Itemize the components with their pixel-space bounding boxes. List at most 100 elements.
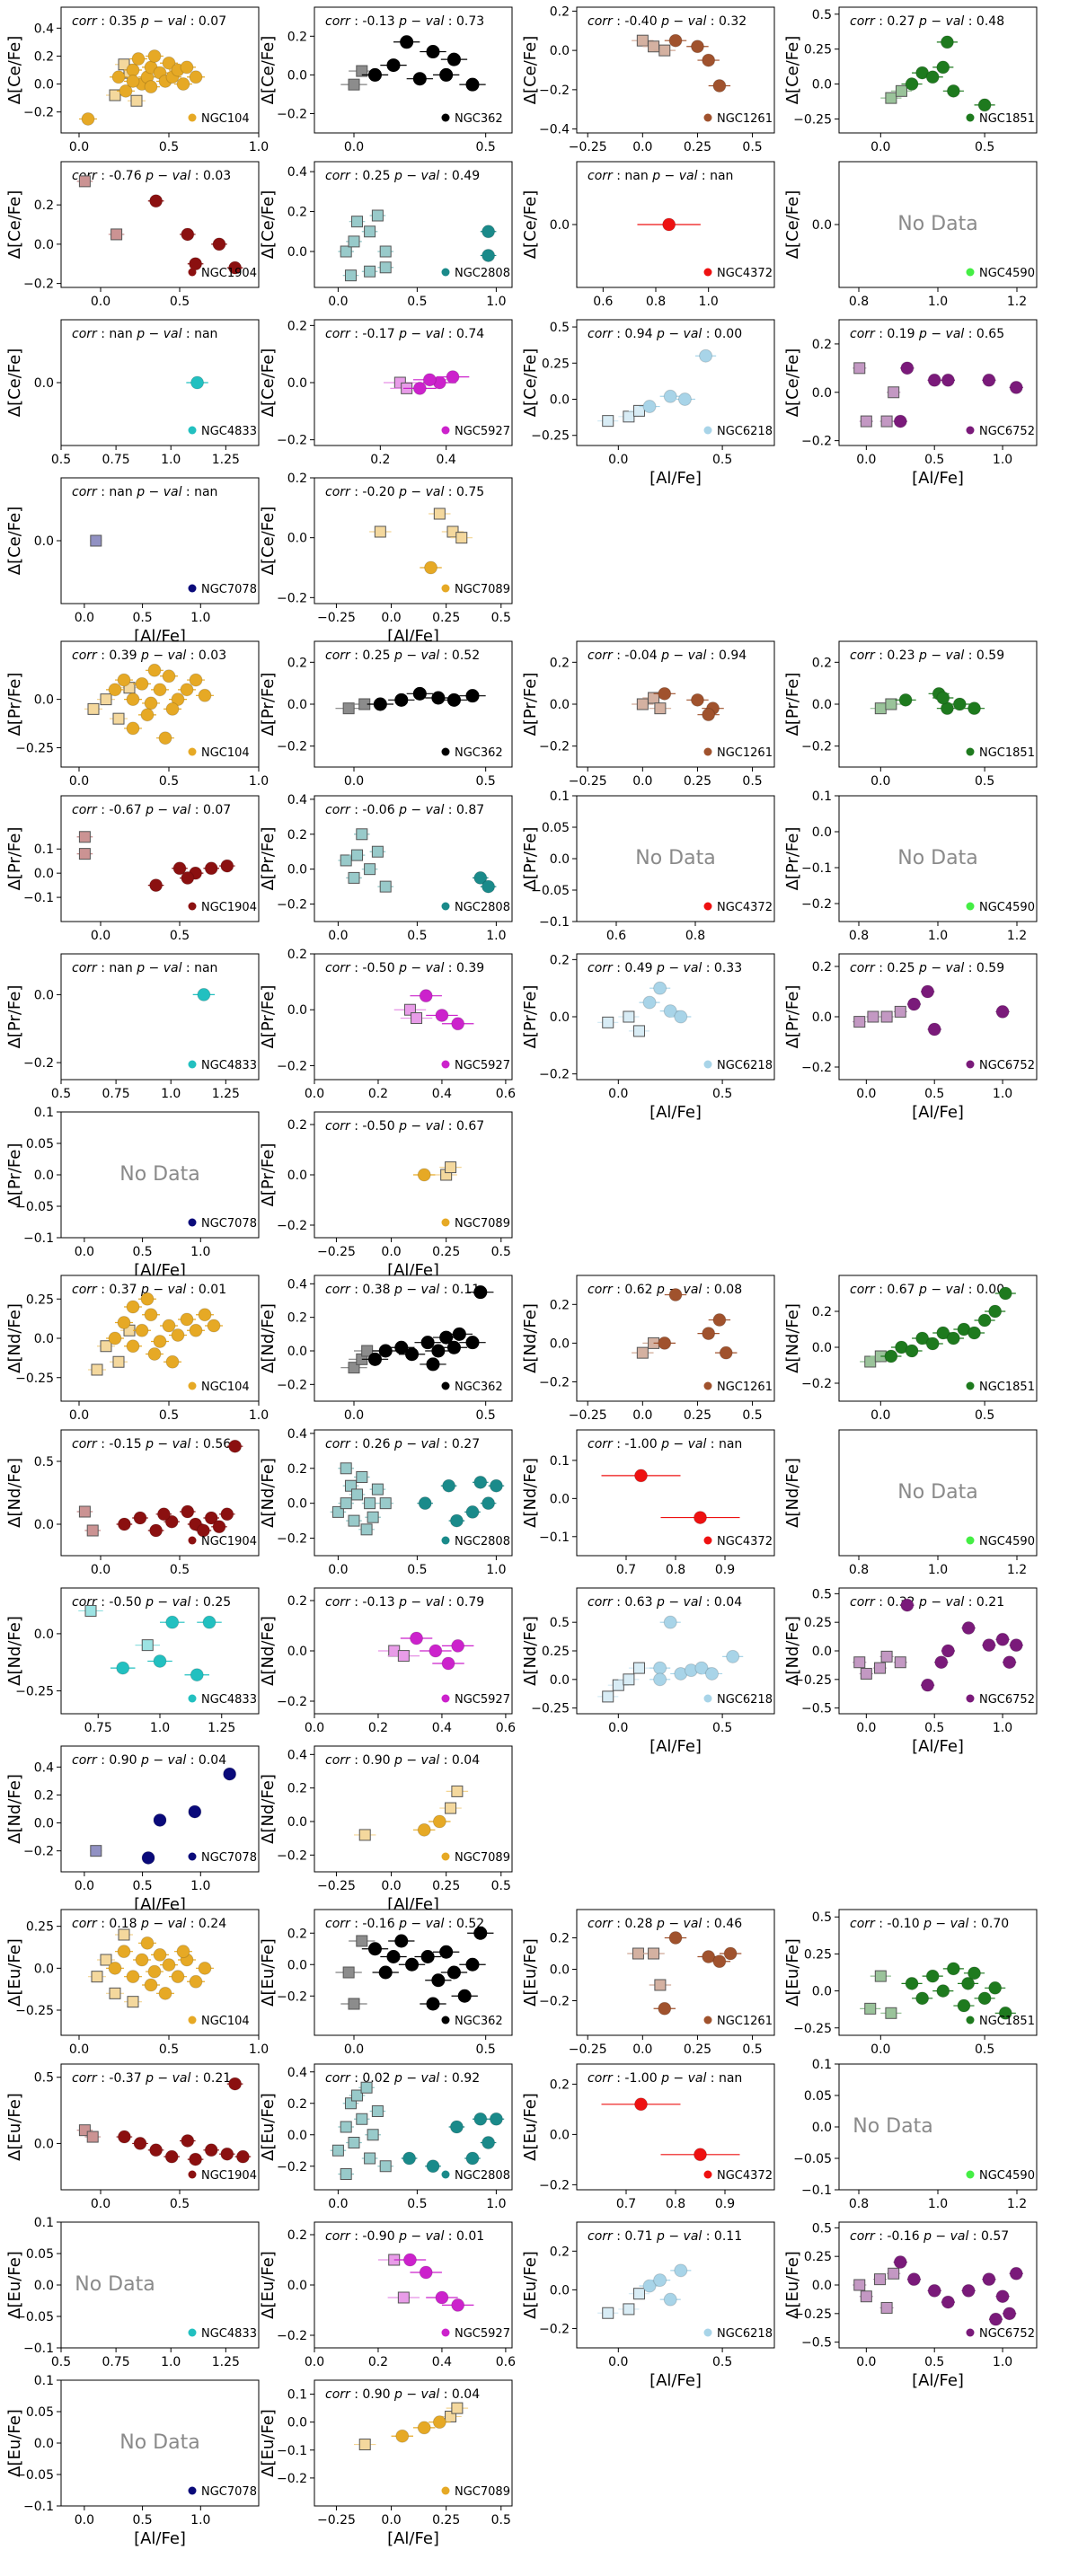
data-layer — [354, 1785, 469, 1841]
y-tick-label: 0.25 — [804, 1947, 832, 1962]
data-point — [153, 1813, 167, 1827]
data-point-first-gen — [78, 1505, 91, 1518]
y-tick-label: 0.4 — [287, 2066, 307, 2080]
x-tick-label: 0.0 — [632, 1408, 652, 1423]
x-tick-label: 0.8 — [666, 1563, 685, 1577]
data-point-first-gen — [860, 2290, 872, 2303]
y-axis-label: Δ[Eu/Fe] — [259, 1938, 278, 2007]
legend-marker — [703, 113, 712, 122]
y-tick-label: 0.0 — [34, 534, 54, 549]
x-axis-label: [Al/Fe] — [649, 1737, 702, 1756]
data-layer — [76, 831, 235, 893]
pval-label: p − val — [923, 2229, 968, 2244]
y-tick-label: 0.2 — [34, 49, 54, 64]
y-tick-label: 0.0 — [812, 698, 832, 712]
x-tick-label: 0.6 — [496, 2355, 516, 2369]
data-layer — [90, 534, 102, 547]
stats-text: corr : -0.50 p − val : 0.25 — [72, 1595, 231, 1610]
stats-text: corr : 0.90 p − val : 0.04 — [325, 2387, 480, 2402]
y-tick-label: 0.2 — [287, 1118, 307, 1133]
y-tick-label: 0.05 — [26, 2247, 54, 2262]
data-point — [147, 49, 162, 63]
x-tick-label: 0.5 — [975, 2042, 994, 2057]
data-layer — [90, 1767, 237, 1865]
stats-text: corr : -0.16 p − val : 0.57 — [850, 2229, 1009, 2244]
data-point — [417, 1168, 431, 1182]
data-point — [653, 1661, 667, 1675]
data-point-first-gen — [348, 2137, 360, 2148]
stats-text: corr : 0.18 p − val : 0.24 — [72, 1917, 226, 1931]
data-point-first-gen — [451, 2402, 464, 2414]
panel-pr-ngc362: 0.0 0.5 −0.2 0.0 0.2 Δ[Pr/Fe] corr : 0.25 p − … — [259, 640, 513, 789]
x-tick-label: −0.25 — [569, 1408, 607, 1423]
y-tick-label: 0.0 — [287, 1815, 307, 1830]
data-point-first-gen — [100, 693, 112, 706]
data-point-first-gen — [356, 65, 368, 77]
x-tick-label: 1.0 — [699, 295, 719, 309]
data-point — [905, 77, 919, 92]
y-tick-label: 0.0 — [34, 1332, 54, 1346]
x-tick-label: 0.0 — [870, 140, 890, 154]
y-tick-label: 0.4 — [287, 165, 307, 180]
legend-marker — [441, 902, 450, 911]
legend-label: NGC7089 — [455, 1217, 510, 1231]
x-tick-label: 0.6 — [496, 1721, 516, 1735]
y-tick-label: −0.2 — [539, 2178, 570, 2192]
y-tick-label: 0.0 — [812, 1985, 832, 1999]
data-point-first-gen — [880, 2301, 893, 2314]
data-point-first-gen — [880, 1010, 893, 1023]
pval-value: : 0.74 — [444, 327, 484, 341]
legend-marker — [441, 1852, 450, 1861]
corr-value: : -1.00 — [613, 1437, 661, 1451]
stats-text: corr : nan p − val : nan — [72, 327, 217, 341]
data-layer — [354, 2402, 469, 2451]
y-tick-label: 0.0 — [287, 68, 307, 83]
plot-frame — [314, 1587, 513, 1715]
panel-eu-ngc4833: 0.5 0.75 1.0 1.25 −0.1 −0.05 0.0 0.05 0.1 Δ[Eu/Fe… — [5, 2216, 260, 2369]
y-tick-label: 0.1 — [34, 2374, 54, 2388]
x-tick-label: 1.0 — [928, 1563, 948, 1577]
pval-value: : 0.04 — [439, 2387, 480, 2402]
pval-value: : 0.67 — [444, 1119, 484, 1134]
y-tick-label: 0.1 — [34, 1106, 54, 1120]
data-point-first-gen — [112, 1355, 125, 1368]
y-tick-label: −0.25 — [15, 2004, 54, 2018]
data-point — [905, 1344, 919, 1358]
data-point — [176, 77, 190, 92]
legend-marker — [703, 1536, 712, 1545]
y-tick-label: −0.05 — [15, 1200, 54, 1214]
y-axis-label: Δ[Nd/Fe] — [5, 1458, 24, 1528]
legend-label: NGC5927 — [455, 2327, 510, 2341]
data-point — [153, 1335, 167, 1348]
legend-label: NGC7089 — [455, 583, 510, 596]
data-point — [135, 676, 149, 691]
y-tick-label: 0.2 — [550, 4, 570, 19]
data-point — [439, 67, 454, 82]
data-point — [642, 400, 657, 414]
data-point — [188, 1804, 202, 1819]
data-point — [131, 52, 146, 66]
data-layer — [76, 175, 243, 275]
y-axis-label: Δ[Nd/Fe] — [521, 1458, 540, 1528]
data-point — [196, 1523, 210, 1538]
corr-value: : 0.63 — [613, 1595, 657, 1610]
pval-label: p − val — [918, 1595, 964, 1610]
y-tick-label: 0.5 — [34, 2071, 54, 2086]
data-point-first-gen — [340, 1462, 352, 1475]
data-point-first-gen — [364, 265, 376, 278]
y-axis-label: Δ[Pr/Fe] — [5, 985, 24, 1049]
data-point — [941, 1644, 955, 1658]
panel-eu-ngc1851: 0.0 0.5 −0.25 0.0 0.25 0.5 Δ[Eu/Fe] corr : -0.1… — [783, 1909, 1038, 2057]
data-point-first-gen — [853, 1016, 866, 1028]
data-point — [961, 2283, 976, 2298]
x-tick-label: 0.5 — [407, 929, 427, 943]
data-point — [165, 701, 180, 716]
panel-pr-ngc4372: 0.6 0.8 −0.1 −0.05 0.0 0.05 0.1 Δ[Pr/Fe] No Data… — [521, 790, 775, 943]
y-tick-label: 0.2 — [812, 338, 832, 352]
data-point — [449, 1513, 464, 1528]
legend-marker — [188, 1218, 197, 1227]
y-tick-label: 0.25 — [26, 1292, 54, 1307]
stats-text: corr : 0.23 p − val : 0.59 — [850, 648, 1004, 663]
y-axis-label: Δ[Nd/Fe] — [259, 1458, 278, 1528]
legend-marker — [703, 268, 712, 277]
